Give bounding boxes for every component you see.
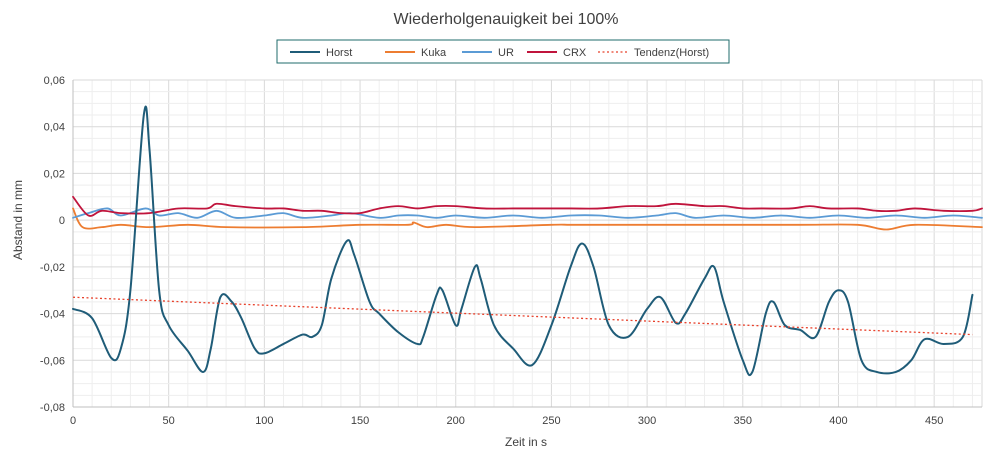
legend-label-tendenz-horst: Tendenz(Horst) [634, 47, 709, 59]
x-tick-label: 150 [351, 415, 369, 427]
x-tick-label: 450 [925, 415, 943, 427]
x-tick-label: 300 [638, 415, 656, 427]
x-axis-label: Zeit in s [505, 435, 547, 449]
y-tick-label: 0,02 [44, 168, 65, 180]
series-line-ur [72, 207, 983, 219]
x-tick-label: 50 [163, 415, 175, 427]
series-line-crx [72, 195, 983, 217]
legend-label-ur: UR [498, 47, 514, 59]
series-line-kuka [72, 207, 983, 231]
legend: Horst Kuka UR CRX Tendenz(Horst) [276, 39, 730, 64]
axes: 0,06 0,04 0,02 0 -0,02 -0,04 -0,06 -0,08 0 50 100 1… [40, 75, 982, 427]
y-tick-label: 0 [59, 215, 65, 227]
legend-label-kuka: Kuka [421, 47, 447, 59]
chart-title: Wiederholgenauigkeit bei 100% [393, 11, 618, 28]
legend-label-horst: Horst [326, 47, 352, 59]
x-tick-label: 400 [829, 415, 847, 427]
x-tick-label: 100 [255, 415, 273, 427]
y-tick-label: -0,06 [40, 355, 65, 367]
x-tick-label: 0 [70, 415, 76, 427]
y-tick-label: -0,08 [40, 402, 65, 414]
series-group [72, 105, 983, 377]
legend-box [276, 39, 730, 64]
legend-label-crx: CRX [563, 47, 587, 59]
y-tick-label: -0,02 [40, 262, 65, 274]
x-tick-label: 250 [542, 415, 560, 427]
y-tick-label: 0,04 [44, 122, 65, 134]
y-tick-label: -0,04 [40, 309, 65, 321]
series-line-horst [72, 105, 974, 377]
y-tick-label: 0,06 [44, 75, 65, 87]
series-line-tendenz-horst [72, 296, 973, 336]
x-tick-label: 350 [734, 415, 752, 427]
x-tick-label: 200 [447, 415, 465, 427]
y-axis-label: Abstand in mm [11, 180, 25, 260]
